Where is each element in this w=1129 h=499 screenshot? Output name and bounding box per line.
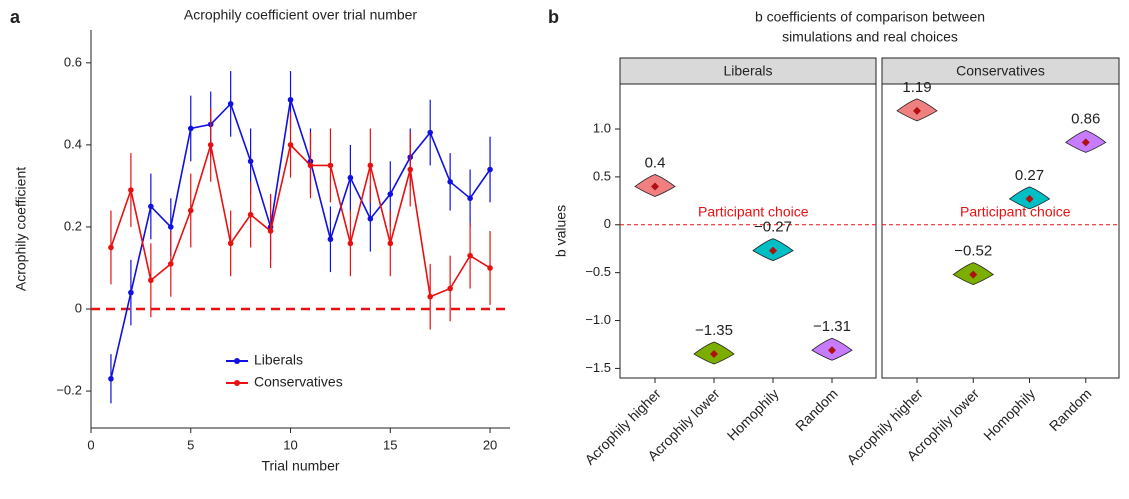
point [969, 270, 978, 279]
facet-strip [881, 57, 1120, 85]
value-label: −0.52 [954, 243, 992, 260]
facet-label: Conservatives [956, 63, 1045, 79]
series-line [110, 143, 491, 298]
x-tick-label: Homophily [724, 385, 782, 443]
point [387, 191, 394, 197]
point [467, 252, 473, 259]
point [148, 203, 154, 210]
chart-title: Acrophily coefficient over trial number [184, 7, 418, 23]
point [227, 240, 234, 247]
facet-frame [881, 83, 1120, 379]
reference-label: Participant choice [960, 203, 1071, 219]
x-tick-label: Random [1046, 385, 1095, 434]
x-axis-label: Trial number [261, 458, 339, 474]
point [447, 285, 453, 292]
facet-frame [619, 83, 877, 379]
value-label: 0.27 [1015, 167, 1044, 184]
panel-label: a [10, 7, 21, 27]
point [1025, 194, 1034, 203]
x-tick-label: 20 [483, 437, 497, 452]
y-tick-label: −1.5 [585, 360, 611, 375]
y-tick-label: −1.0 [585, 312, 611, 327]
point [148, 277, 154, 284]
point [187, 125, 194, 132]
series-line [110, 99, 491, 379]
point [128, 289, 134, 296]
legend-swatch [234, 358, 240, 364]
chart-title: b coefficients of comparison between [755, 9, 985, 25]
value-label: −1.31 [813, 318, 851, 335]
y-tick-label: −0.5 [585, 264, 611, 279]
point [487, 265, 493, 271]
y-tick-label: 0.6 [64, 54, 82, 69]
y-tick-label: 1.0 [593, 120, 611, 135]
point [187, 207, 194, 214]
point [327, 236, 334, 243]
point [710, 350, 718, 359]
point [227, 101, 234, 107]
point [487, 166, 493, 173]
point [347, 240, 354, 247]
point [1081, 138, 1090, 147]
point [651, 182, 659, 191]
reference-label: Participant choice [698, 203, 809, 219]
point [427, 129, 433, 136]
point [307, 162, 314, 169]
point [828, 346, 836, 355]
x-tick-label: 10 [283, 437, 297, 452]
x-tick-label: 15 [383, 437, 397, 452]
value-label: −0.27 [754, 219, 792, 236]
legend-swatch [234, 380, 240, 386]
point [387, 240, 394, 247]
y-tick-label: 0 [75, 300, 82, 315]
x-tick-label: 5 [187, 437, 194, 452]
point [108, 244, 114, 251]
point [367, 215, 374, 222]
point [913, 106, 921, 115]
value-label: 1.19 [902, 79, 931, 96]
y-axis-label: b values [553, 205, 569, 257]
y-tick-label: 0 [604, 216, 611, 231]
point [347, 174, 354, 181]
y-axis-label: Acrophily coefficient [13, 167, 29, 291]
facet-strip [619, 57, 877, 85]
x-tick-label: Random [792, 385, 841, 434]
point [207, 142, 214, 148]
point [427, 293, 433, 300]
point [769, 246, 777, 255]
point [247, 211, 254, 218]
y-tick-label: 0.5 [593, 168, 611, 183]
legend-label: Liberals [254, 352, 303, 368]
point [367, 162, 374, 169]
y-tick-label: −0.2 [56, 383, 82, 398]
point [287, 96, 294, 103]
panel-label: b [548, 7, 559, 27]
point [287, 142, 294, 148]
point [467, 195, 473, 202]
point [247, 158, 254, 165]
chart-title: simulations and real choices [782, 29, 958, 45]
value-label: −1.35 [695, 322, 733, 339]
x-tick-label: 0 [87, 437, 94, 452]
value-label: 0.86 [1071, 110, 1100, 127]
point [168, 224, 174, 230]
point [447, 179, 453, 185]
point [128, 187, 134, 193]
y-tick-label: 0.4 [64, 136, 82, 151]
point [267, 228, 274, 234]
facet-label: Liberals [723, 63, 772, 79]
point [327, 162, 334, 169]
y-tick-label: 0.2 [64, 218, 82, 233]
x-tick-label: Homophily [980, 385, 1038, 443]
legend-label: Conservatives [254, 374, 343, 390]
value-label: 0.4 [645, 154, 666, 171]
point [108, 375, 114, 382]
point [168, 261, 174, 267]
point [407, 166, 414, 173]
